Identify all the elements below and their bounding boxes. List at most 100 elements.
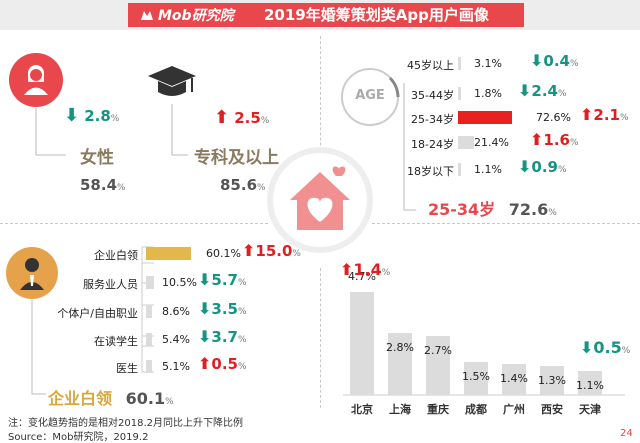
occupation-row-change: ⬇5.7%	[198, 270, 247, 289]
education-value: 85.6	[220, 176, 258, 194]
beijing-change: ⬆1.4%	[340, 260, 390, 279]
pct-unit: %	[381, 268, 391, 278]
age-row-change-value: 1.6	[543, 131, 570, 149]
age-row-value: 72.6%	[536, 111, 571, 124]
occupation-row-change-value: 0.5	[211, 355, 238, 373]
pct-unit: %	[569, 59, 579, 69]
pct-unit: %	[548, 208, 557, 218]
age-row-change: ⬇0.4%	[530, 51, 579, 70]
up-arrow-icon: ⬆	[214, 107, 230, 128]
footer-note: 注：变化趋势指的是相对2018.2月同比上升下降比例	[8, 418, 243, 429]
age-bar	[458, 87, 461, 100]
up-arrow-icon: ⬆	[198, 354, 212, 373]
age-row-change-value: 2.4	[531, 82, 558, 100]
city-label: 重庆	[427, 403, 449, 416]
pct-unit: %	[257, 183, 266, 193]
occupation-bar	[146, 247, 191, 260]
title-banner	[128, 3, 524, 27]
city-label: 北京	[351, 403, 373, 416]
occupation-row-value: 5.4%	[162, 333, 190, 346]
businessman-icon	[6, 247, 58, 299]
occupation-row-change-value: 3.7	[211, 328, 238, 346]
pct-unit: %	[260, 116, 270, 126]
age-row-change: ⬇0.9%	[518, 157, 567, 176]
city-bar-value: 1.3%	[538, 374, 566, 387]
down-arrow-icon: ⬇	[580, 338, 594, 357]
city-bar-value: 4.7%	[348, 270, 376, 283]
education-change: ⬆ 2.5%	[214, 107, 269, 128]
occupation-row-change: ⬆0.5%	[198, 354, 247, 373]
pct-unit: %	[237, 307, 247, 317]
occupation-row-change-value: 5.7	[211, 271, 238, 289]
up-arrow-icon: ⬆	[530, 130, 544, 149]
occupation-row-value: 10.5%	[162, 276, 197, 289]
graduation-cap-icon	[148, 66, 196, 96]
occupation-bar	[146, 276, 154, 289]
pct-unit: %	[569, 138, 579, 148]
occupation-row-value: 5.1%	[162, 360, 190, 373]
up-arrow-icon: ⬆	[580, 105, 594, 124]
divider-left	[0, 223, 268, 224]
occupation-row-change-value: 3.5	[211, 300, 238, 318]
pct-unit: %	[110, 114, 120, 124]
occupation-row-change: ⬇3.5%	[198, 299, 247, 318]
pct-unit: %	[621, 346, 631, 356]
divider-right	[372, 223, 640, 224]
occupation-highlight: 企业白领 60.1%	[48, 385, 174, 409]
city-bar	[388, 333, 412, 395]
down-arrow-icon: ⬇	[518, 157, 532, 176]
age-row-change-value: 0.9	[531, 158, 558, 176]
up-arrow-icon: ⬆	[242, 241, 256, 260]
footer-source: Source：Mob研究院，2019.2	[8, 432, 149, 443]
city-label: 天津	[579, 403, 601, 416]
pct-unit: %	[557, 89, 567, 99]
gender-change-value: 2.8	[84, 107, 111, 125]
age-highlight: 25-34岁 72.6%	[428, 196, 557, 220]
age-bar	[458, 163, 461, 176]
occupation-row-change-value: 15.0	[255, 242, 293, 260]
pct-unit: %	[237, 335, 247, 345]
city-bar	[540, 366, 564, 395]
age-row-label: 25-34岁	[411, 113, 454, 126]
occupation-bar	[146, 333, 152, 346]
city-label: 成都	[465, 403, 487, 416]
down-arrow-icon: ⬇	[198, 327, 212, 346]
city-bar	[502, 364, 526, 395]
age-row-value: 1.1%	[474, 163, 502, 176]
mob-logo-icon	[141, 11, 153, 20]
occupation-row-label: 在读学生	[94, 335, 138, 348]
education-value-wrap: 85.6%	[220, 176, 266, 194]
tianjin-change: ⬇0.5%	[580, 338, 630, 357]
city-bar	[578, 371, 602, 395]
age-row-label: 18-24岁	[411, 138, 454, 151]
logo: Mob研究院	[140, 5, 234, 25]
age-highlight-label: 25-34岁	[428, 200, 496, 219]
beijing-change-value: 1.4	[353, 260, 382, 279]
city-bar	[426, 336, 450, 395]
age-bar	[458, 111, 512, 124]
gender-value: 58.4	[80, 176, 118, 194]
occupation-row-label: 企业白领	[94, 249, 138, 262]
age-row-label: 35-44岁	[411, 89, 454, 102]
gender-label: 女性	[80, 148, 114, 168]
occupation-highlight-label: 企业白领	[48, 389, 113, 408]
occupation-row-value: 8.6%	[162, 305, 190, 318]
age-row-value: 3.1%	[474, 57, 502, 70]
page-title: 2019年婚筹策划类App用户画像	[264, 6, 489, 24]
age-row-change-value: 0.4	[543, 52, 570, 70]
pct-unit: %	[237, 362, 247, 372]
down-arrow-icon: ⬇	[530, 51, 544, 70]
age-row-change: ⬆1.6%	[530, 130, 579, 149]
city-bar	[350, 292, 374, 395]
city-bar-value: 1.4%	[500, 372, 528, 385]
tianjin-change-value: 0.5	[593, 338, 622, 357]
age-row-label: 18岁以下	[407, 165, 454, 178]
pct-unit: %	[292, 249, 301, 259]
logo-text: Mob研究院	[158, 8, 234, 24]
occupation-row-value: 60.1%	[206, 247, 241, 260]
down-arrow-icon: ⬇	[198, 270, 212, 289]
city-bar-value: 2.8%	[386, 341, 414, 354]
city-bar	[464, 362, 488, 395]
city-label: 广州	[503, 403, 525, 416]
